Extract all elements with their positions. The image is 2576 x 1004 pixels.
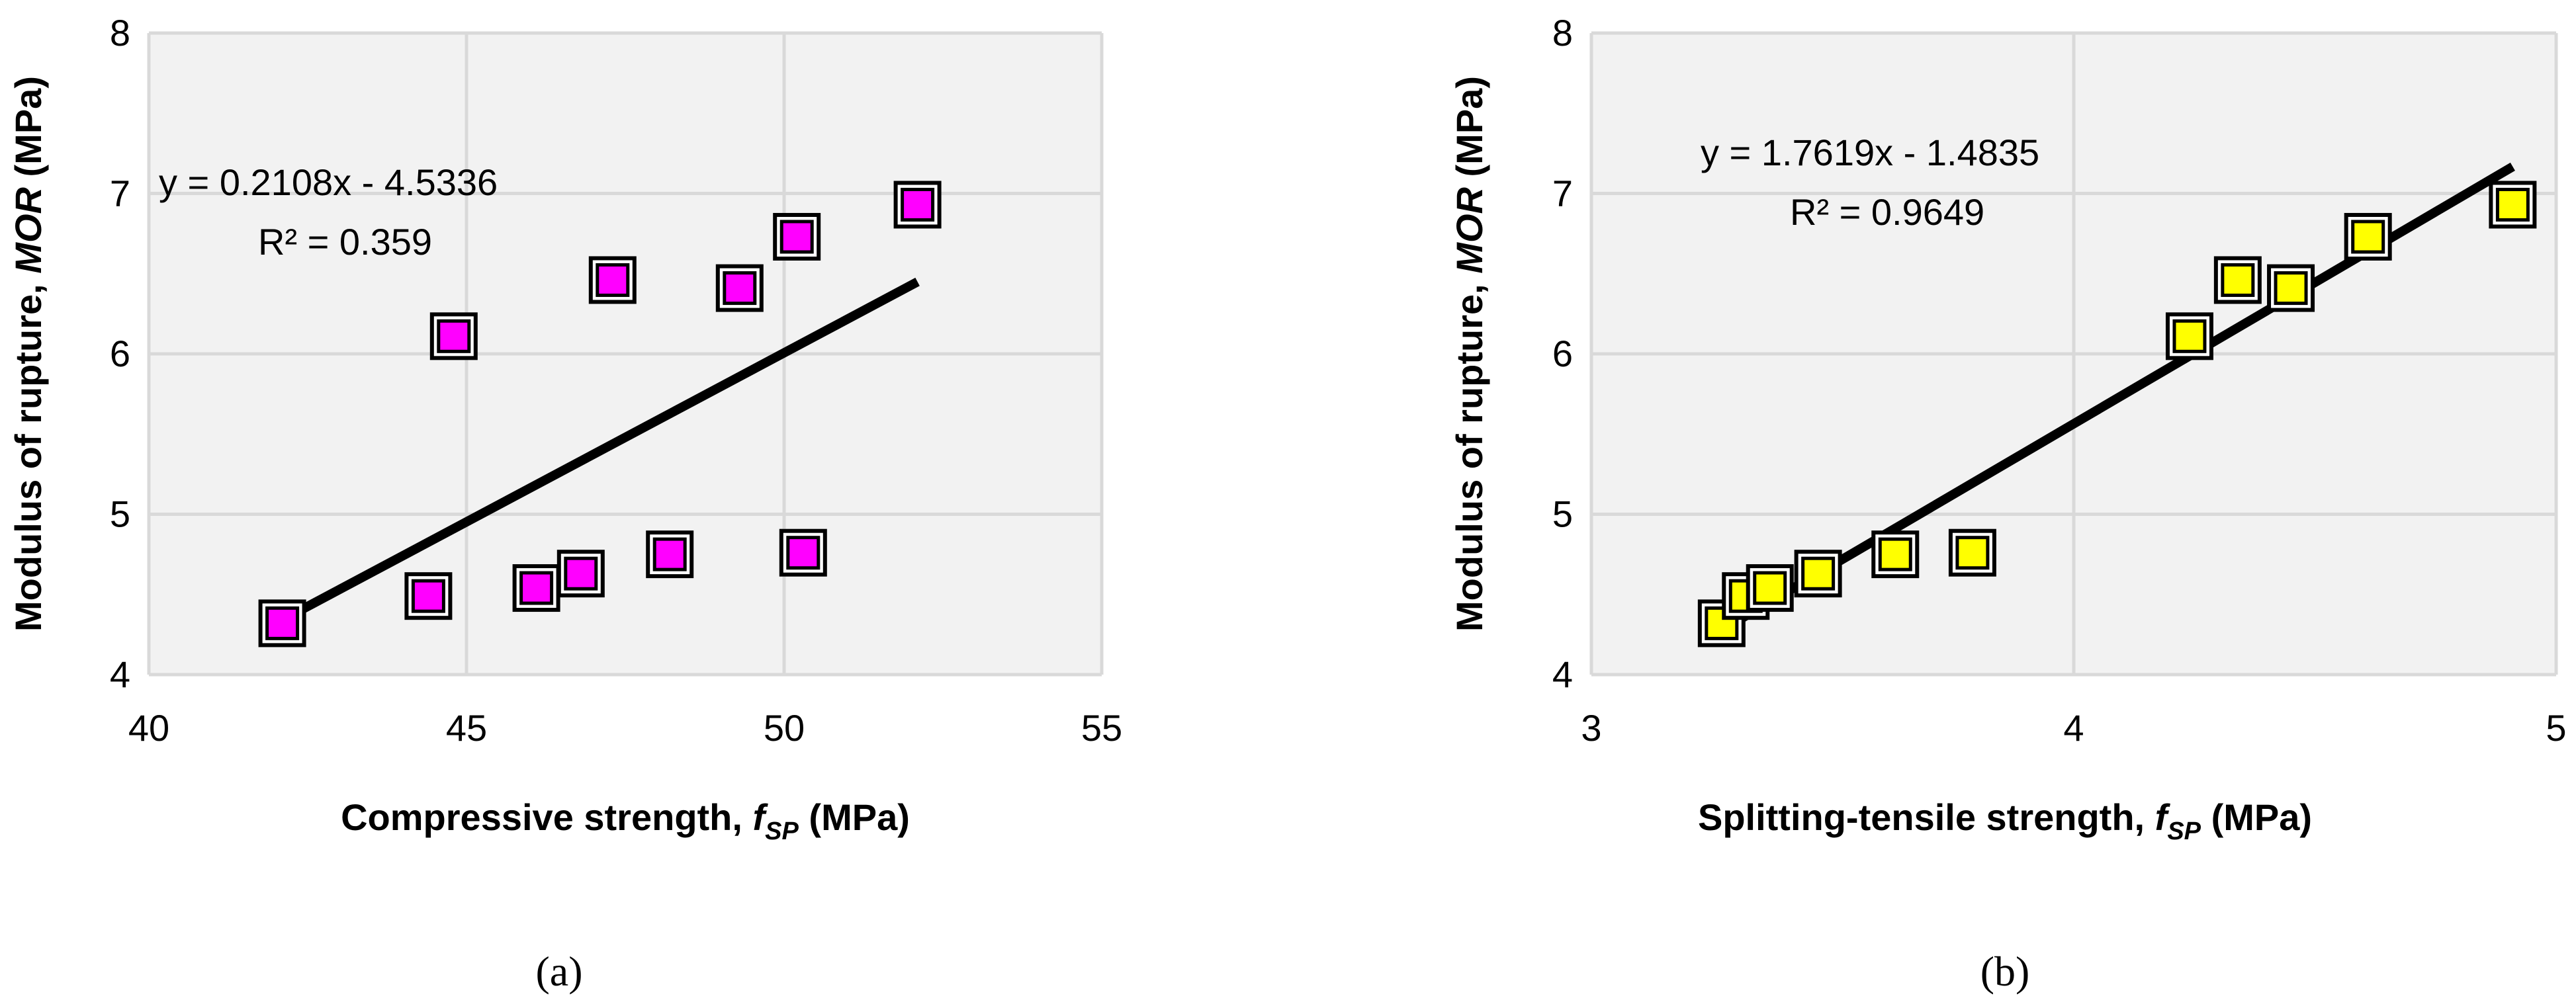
y-tick-label-b-2: 6 — [1552, 333, 1573, 374]
x-tick-labels-a: 40 45 50 55 — [128, 707, 1122, 749]
x-tick-label-a-1: 45 — [446, 707, 487, 749]
y-tick-label-a-3: 7 — [110, 173, 130, 214]
x-tick-label-b-0: 3 — [1581, 707, 1601, 749]
x-axis-title-b: Splitting-tensile strength, fSP (MPa) — [1698, 796, 2312, 845]
y-tick-label-b-0: 4 — [1552, 653, 1573, 695]
data-point-a-9 — [779, 528, 827, 577]
data-point-b-5 — [1948, 528, 1996, 577]
x-tick-label-b-2: 5 — [2546, 707, 2566, 749]
r-squared-a: R² = 0.359 — [258, 221, 432, 263]
panel-label-b: (b) — [1980, 948, 2030, 995]
data-point-a-7 — [715, 264, 764, 312]
x-tick-labels-b: 3 4 5 — [1581, 707, 2566, 749]
y-tick-label-a-4: 8 — [110, 12, 130, 54]
y-tick-label-a-2: 6 — [110, 333, 130, 374]
data-point-a-4 — [556, 550, 605, 598]
y-tick-label-b-3: 7 — [1552, 173, 1573, 214]
y-axis-title-a: Modulus of rupture, MOR (MPa) — [7, 76, 49, 632]
y-tick-labels-a: 4 5 6 7 8 — [110, 12, 130, 695]
gridlines-b — [1589, 31, 2558, 677]
data-point-a-10 — [893, 181, 942, 229]
r-squared-b: R² = 0.9649 — [1790, 191, 1984, 233]
data-point-a-2 — [429, 312, 478, 360]
x-tick-label-a-3: 55 — [1081, 707, 1122, 749]
data-point-a-0 — [258, 599, 306, 648]
data-point-b-6 — [2165, 312, 2213, 360]
x-axis-title-a: Compressive strength, fSP (MPa) — [341, 796, 910, 845]
trendline-equation-a: y = 0.2108x - 4.5336 — [159, 161, 498, 203]
x-tick-label-a-0: 40 — [128, 707, 169, 749]
data-point-a-6 — [646, 530, 694, 579]
data-point-b-10 — [2489, 181, 2537, 229]
data-point-b-2 — [1746, 564, 1794, 612]
data-point-b-4 — [1871, 530, 1920, 579]
y-tick-label-b-1: 5 — [1552, 493, 1573, 535]
data-point-b-8 — [2267, 264, 2315, 312]
data-points-b — [1697, 181, 2537, 648]
data-point-b-3 — [1794, 550, 1842, 598]
trendline-a — [280, 277, 920, 624]
trendline-equation-b: y = 1.7619x - 1.4835 — [1701, 132, 2039, 173]
data-points-a — [258, 181, 942, 648]
y-axis-title-b: Modulus of rupture, MOR (MPa) — [1448, 76, 1490, 632]
data-point-b-7 — [2213, 256, 2262, 304]
y-tick-label-a-0: 4 — [110, 653, 130, 695]
data-point-a-5 — [588, 256, 637, 304]
y-tick-label-b-4: 8 — [1552, 12, 1573, 54]
y-tick-labels-b: 4 5 6 7 8 — [1552, 12, 1573, 695]
data-point-a-8 — [773, 212, 821, 261]
y-tick-label-a-1: 5 — [110, 493, 130, 535]
data-point-b-9 — [2344, 212, 2392, 261]
data-point-a-3 — [512, 564, 560, 612]
x-tick-label-b-1: 4 — [2063, 707, 2084, 749]
x-tick-label-a-2: 50 — [764, 707, 805, 749]
data-point-a-1 — [404, 572, 453, 620]
panel-label-a: (a) — [535, 948, 582, 995]
gridlines-a — [147, 31, 1104, 677]
